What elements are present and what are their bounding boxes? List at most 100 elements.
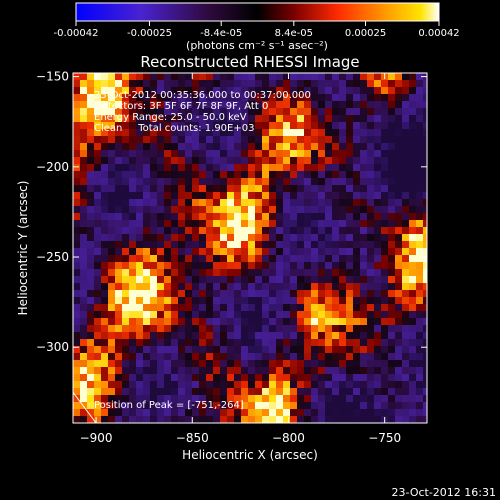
heatmap-cell [206,416,213,423]
heatmap-cell [318,339,325,346]
heatmap-cell [262,94,269,101]
heatmap-cell [234,262,241,269]
heatmap-cell [108,332,115,339]
heatmap-cell [94,94,101,101]
heatmap-cell [318,402,325,409]
footer-date: 23-Oct-2012 16:31 [392,486,496,499]
heatmap-cell [115,283,122,290]
heatmap-cell [136,402,143,409]
heatmap-cell [234,388,241,395]
heatmap-cell [374,234,381,241]
heatmap-cell [143,269,150,276]
heatmap-cell [129,199,136,206]
heatmap-cell [339,290,346,297]
heatmap-cell [255,283,262,290]
heatmap-cell [94,73,101,80]
heatmap-cell [80,248,87,255]
heatmap-cell [304,395,311,402]
heatmap-cell [143,192,150,199]
heatmap-cell [297,311,304,318]
heatmap-cell [80,269,87,276]
heatmap-cell [234,199,241,206]
heatmap-cell [199,374,206,381]
heatmap-cell [388,80,395,87]
heatmap-cell [318,248,325,255]
heatmap-cell [143,150,150,157]
heatmap-cell [311,192,318,199]
heatmap-cell [416,339,423,346]
heatmap-cell [262,318,269,325]
heatmap-cell [332,164,339,171]
heatmap-cell [171,332,178,339]
heatmap-cell [381,136,388,143]
heatmap-cell [262,80,269,87]
heatmap-cell [199,234,206,241]
heatmap-cell [87,171,94,178]
heatmap-cell [381,213,388,220]
heatmap-cell [304,283,311,290]
heatmap-cell [409,332,416,339]
heatmap-cell [409,318,416,325]
heatmap-cell [171,220,178,227]
heatmap-cell [283,185,290,192]
heatmap-cell [423,304,427,311]
heatmap-cell [346,290,353,297]
heatmap-cell [136,185,143,192]
heatmap-cell [241,227,248,234]
heatmap-cell [374,325,381,332]
heatmap-cell [283,339,290,346]
heatmap-cell [269,304,276,311]
heatmap-cell [192,409,199,416]
heatmap-cell [409,129,416,136]
heatmap-cell [108,346,115,353]
heatmap-cell [311,318,318,325]
heatmap-cell [318,353,325,360]
heatmap-cell [283,248,290,255]
heatmap-cell [171,402,178,409]
heatmap-cell [213,339,220,346]
heatmap-cell [248,87,255,94]
heatmap-cell [192,192,199,199]
heatmap-cell [171,388,178,395]
heatmap-cell [290,325,297,332]
colorbar-tick-label: -0.00025 [127,28,172,39]
heatmap-cell [276,150,283,157]
heatmap-cell [80,73,87,80]
heatmap-cell [248,143,255,150]
heatmap-cell [395,80,402,87]
heatmap-cell [255,129,262,136]
heatmap-cell [143,409,150,416]
heatmap-cell [339,283,346,290]
heatmap-cell [318,395,325,402]
heatmap-cell [164,185,171,192]
heatmap-cell [276,136,283,143]
heatmap-cell [360,339,367,346]
heatmap-cell [73,171,80,178]
heatmap-cell [136,73,143,80]
heatmap-cell [94,388,101,395]
y-tick-label: −200 [36,160,69,174]
heatmap-cell [402,374,409,381]
heatmap-cell [395,353,402,360]
heatmap-cell [87,346,94,353]
heatmap-cell [164,213,171,220]
heatmap-cell [353,304,360,311]
heatmap-cell [304,339,311,346]
heatmap-cell [241,374,248,381]
heatmap-cell [409,388,416,395]
heatmap-cell [409,227,416,234]
heatmap-cell [115,304,122,311]
heatmap-cell [255,73,262,80]
heatmap-cell [185,360,192,367]
heatmap-cell [122,101,129,108]
heatmap-cell [199,129,206,136]
heatmap-cell [178,276,185,283]
heatmap-cell [171,199,178,206]
plot-frame [72,72,428,424]
heatmap-cell [248,220,255,227]
heatmap-cell [164,241,171,248]
heatmap-cell [122,108,129,115]
heatmap-cell [199,171,206,178]
heatmap-cell [283,206,290,213]
heatmap-cell [115,178,122,185]
